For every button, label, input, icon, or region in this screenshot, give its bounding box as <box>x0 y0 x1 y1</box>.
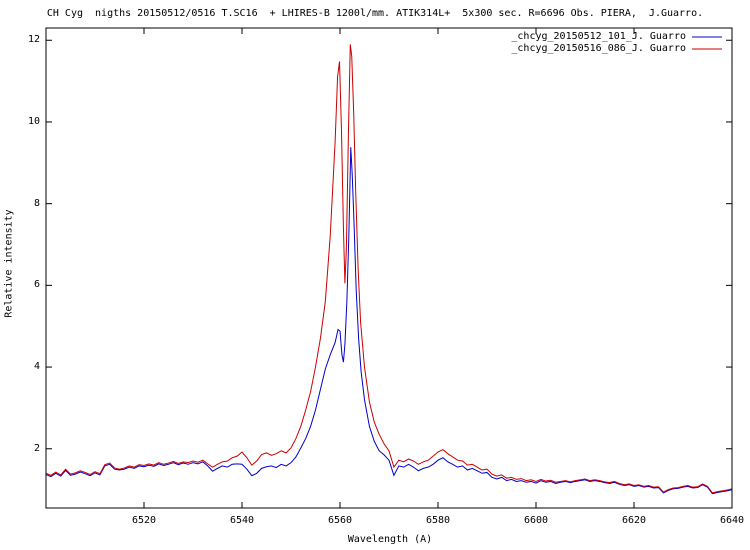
x-tick-label: 6520 <box>131 515 157 526</box>
x-tick-label: 6580 <box>425 515 451 526</box>
y-axis-label: Relative intensity <box>3 209 15 318</box>
legend-label-2: _chcyg_20150516_086_J. Guarro <box>511 43 686 54</box>
x-tick-label: 6560 <box>327 515 353 526</box>
y-tick-label: 12 <box>27 34 40 46</box>
series-line-2 <box>45 44 733 494</box>
x-tick-label: 6540 <box>229 515 255 526</box>
series-lines <box>45 44 733 495</box>
y-tick-label: 4 <box>33 361 40 373</box>
chart-title: CH Cyg nigths 20150512/0516 T.SC16 + LHI… <box>46 8 704 19</box>
y-tick-label: 6 <box>33 279 40 291</box>
legend <box>692 36 722 50</box>
y-tick-label: 2 <box>33 442 40 454</box>
y-tick-label: 8 <box>33 197 40 209</box>
x-tick-label: 6620 <box>621 515 647 526</box>
x-tick-label: 6600 <box>523 515 549 526</box>
x-tick-label: 6640 <box>719 515 745 526</box>
legend-label-1: _chcyg_20150512_101_J. Guarro <box>511 31 686 42</box>
y-tick-label: 10 <box>27 115 40 127</box>
series-line-1 <box>45 147 733 495</box>
tick-marks <box>46 28 733 508</box>
x-axis-label: Wavelength (A) <box>347 534 433 545</box>
plot-frame <box>45 27 733 509</box>
